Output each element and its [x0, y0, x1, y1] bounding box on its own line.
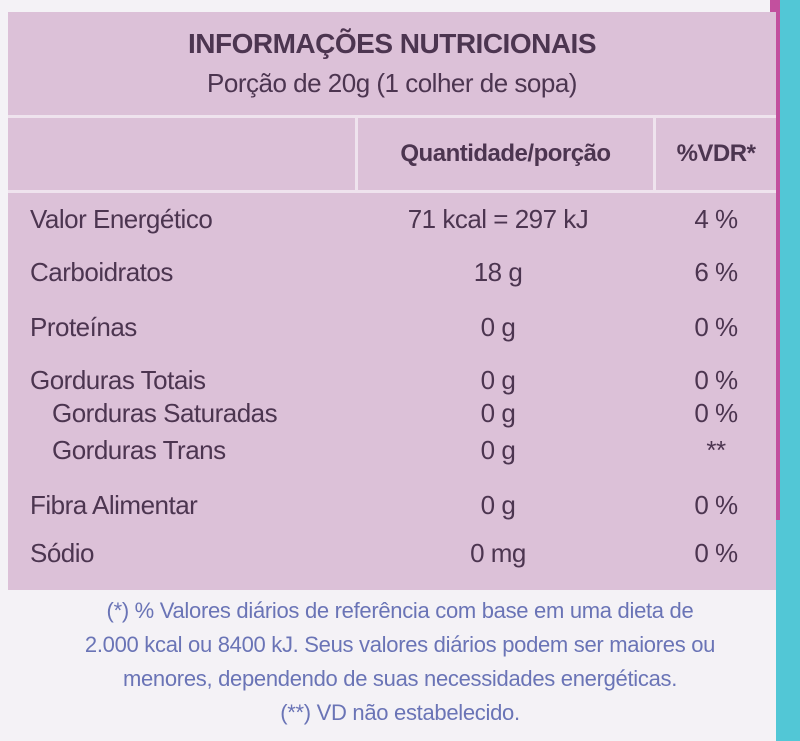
row-label: Sódio	[30, 538, 95, 568]
daily-value: 0 %	[694, 312, 738, 342]
daily-value: 0 %	[694, 365, 738, 395]
column-header: Quantidade/porção	[400, 140, 611, 167]
row-label: Gorduras Saturadas	[52, 398, 278, 428]
title: INFORMAÇÕES NUTRICIONAIS	[188, 28, 597, 59]
row-label: Gorduras Totais	[30, 365, 206, 395]
quantity: 0 g	[480, 312, 516, 342]
daily-value: **	[706, 435, 726, 465]
daily-value: 0 %	[694, 490, 738, 520]
footnote-line: (*) % Valores diários de referência com …	[106, 598, 694, 623]
column-header: %VDR*	[676, 140, 756, 167]
quantity: 71 kcal = 297 kJ	[407, 204, 589, 234]
footnote-line: (**) VD não estabelecido.	[280, 700, 520, 725]
subtitle: Porção de 20g (1 colher de sopa)	[207, 68, 577, 98]
footnote-line: 2.000 kcal ou 8400 kJ. Seus valores diár…	[84, 632, 716, 657]
quantity: 0 g	[480, 398, 516, 428]
quantity: 0 g	[480, 435, 516, 465]
nutrition-panel: INFORMAÇÕES NUTRICIONAIS Porção de 20g (…	[8, 12, 776, 590]
row-label: Gorduras Trans	[52, 435, 226, 465]
divider	[653, 115, 656, 193]
quantity: 18 g	[473, 257, 523, 287]
footnote-line: menores, dependendo de suas necessidades…	[122, 666, 678, 691]
divider	[8, 190, 776, 193]
row-label: Proteínas	[30, 312, 137, 342]
background-edge	[776, 0, 800, 741]
quantity: 0 mg	[470, 538, 526, 568]
daily-value: 6 %	[694, 257, 738, 287]
daily-value: 4 %	[694, 204, 738, 234]
daily-value: 0 %	[694, 538, 738, 568]
daily-value: 0 %	[694, 398, 738, 428]
row-label: Fibra Alimentar	[30, 490, 198, 520]
divider	[355, 115, 358, 193]
row-label: Carboidratos	[30, 257, 173, 287]
quantity: 0 g	[480, 365, 516, 395]
quantity: 0 g	[480, 490, 516, 520]
row-label: Valor Energético	[30, 204, 213, 234]
divider	[8, 115, 776, 118]
